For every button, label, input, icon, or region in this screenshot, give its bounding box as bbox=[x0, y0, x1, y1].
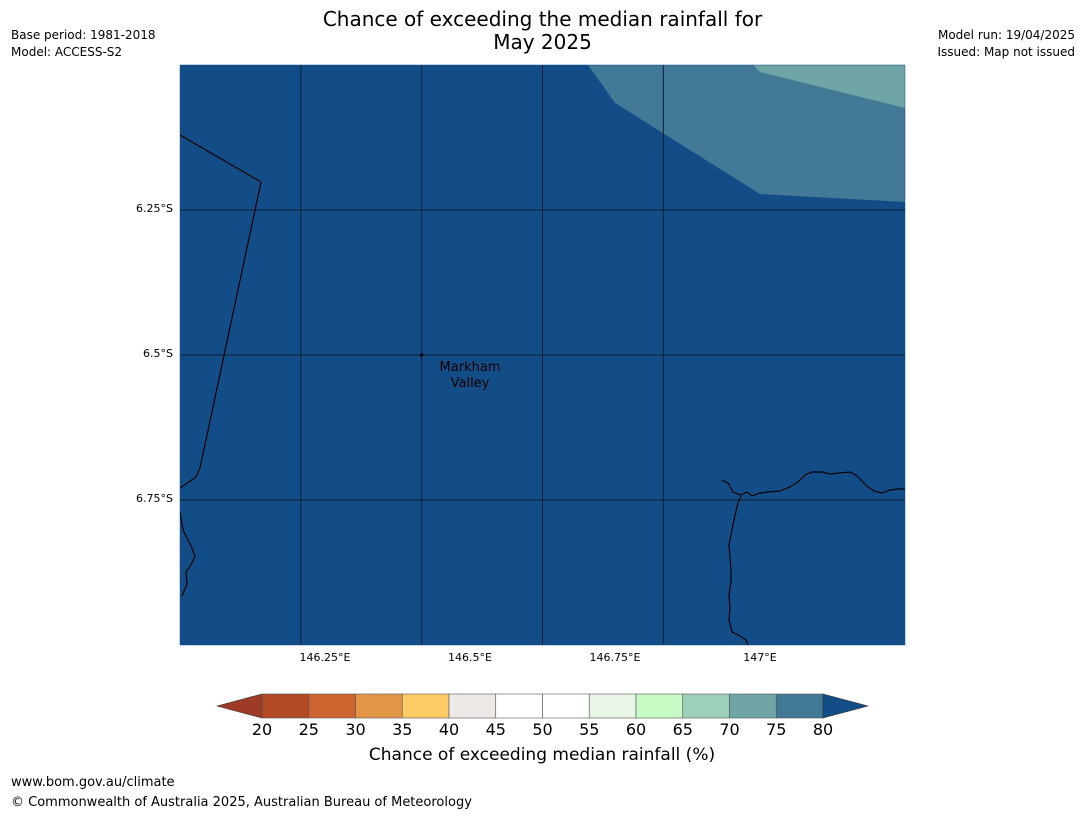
lat-label-6-5: 6.5°S bbox=[143, 347, 173, 360]
lon-label-146-25: 146.25°E bbox=[299, 651, 351, 664]
map-title-line-1: Chance of exceeding the median rainfall … bbox=[322, 7, 763, 31]
colorbar-title: Chance of exceeding median rainfall (%) bbox=[368, 745, 716, 765]
map-title: Chance of exceeding the median rainfall … bbox=[240, 8, 845, 54]
colorbar-tick-50: 50 bbox=[532, 720, 553, 739]
lon-label-146-5: 146.5°E bbox=[448, 651, 492, 664]
colorbar-tick-65: 65 bbox=[672, 720, 693, 739]
meta-left: Base period: 1981-2018 Model: ACCESS-S2 bbox=[11, 27, 156, 61]
colorbar-under-triangle bbox=[215, 693, 263, 719]
footer-copyright: © Commonwealth of Australia 2025, Austra… bbox=[11, 795, 472, 810]
colorbar-cell-10 bbox=[729, 693, 777, 719]
colorbar-cell-2 bbox=[355, 693, 403, 719]
colorbar-tick-70: 70 bbox=[719, 720, 740, 739]
footer-url[interactable]: www.bom.gov.au/climate bbox=[11, 775, 175, 790]
colorbar-cell-8 bbox=[635, 693, 684, 719]
graticule bbox=[180, 65, 905, 645]
colorbar-cell-6 bbox=[542, 693, 590, 719]
map-title-line-2: May 2025 bbox=[493, 30, 592, 54]
place-label-line-1: Markham bbox=[439, 360, 501, 375]
probability-zone-70-75 bbox=[588, 65, 905, 202]
colorbar-tick-25: 25 bbox=[298, 720, 319, 739]
colorbar-cell-5 bbox=[495, 693, 543, 719]
colorbar-cell-9 bbox=[682, 693, 730, 719]
meta-right: Model run: 19/04/2025 Issued: Map not is… bbox=[937, 27, 1075, 61]
lon-label-146-75: 146.75°E bbox=[589, 651, 641, 664]
colorbar-tick-80: 80 bbox=[812, 720, 834, 739]
colorbar-cell-7 bbox=[588, 693, 637, 719]
model-name: Model: ACCESS-S2 bbox=[11, 45, 123, 59]
lat-label-6-75: 6.75°S bbox=[136, 492, 173, 505]
place-marker bbox=[419, 353, 424, 357]
colorbar bbox=[215, 693, 870, 719]
colorbar-tick-45: 45 bbox=[485, 720, 506, 739]
model-run: Model run: 19/04/2025 bbox=[937, 28, 1075, 42]
lat-label-6-25: 6.25°S bbox=[136, 202, 173, 215]
boundary-line bbox=[180, 134, 262, 489]
coastline-north-east bbox=[721, 471, 905, 497]
colorbar-tick-35: 35 bbox=[392, 720, 413, 739]
colorbar-tick-20: 20 bbox=[251, 720, 273, 739]
colorbar-cells bbox=[261, 693, 824, 719]
colorbar-cell-1 bbox=[308, 693, 356, 719]
map-frame bbox=[179, 64, 906, 646]
place-label-markham-valley: Markham Valley bbox=[410, 360, 530, 392]
lon-label-147: 147°E bbox=[743, 651, 777, 664]
place-label-line-2: Valley bbox=[450, 376, 490, 391]
colorbar-cell-0 bbox=[261, 693, 310, 719]
probability-zone-75-80 bbox=[753, 65, 905, 108]
colorbar-tick-60: 60 bbox=[625, 720, 647, 739]
coastline-east bbox=[728, 495, 749, 645]
base-period: Base period: 1981-2018 bbox=[11, 28, 156, 42]
colorbar-cell-3 bbox=[401, 693, 450, 719]
coastline-west bbox=[180, 511, 196, 597]
colorbar-cell-4 bbox=[448, 693, 497, 719]
issue-status: Issued: Map not issued bbox=[937, 45, 1075, 59]
colorbar-tick-55: 55 bbox=[579, 720, 600, 739]
colorbar-tick-40: 40 bbox=[438, 720, 460, 739]
colorbar-cell-11 bbox=[775, 693, 824, 719]
colorbar-tick-75: 75 bbox=[766, 720, 787, 739]
colorbar-over-triangle bbox=[822, 693, 870, 719]
colorbar-tick-30: 30 bbox=[345, 720, 366, 739]
